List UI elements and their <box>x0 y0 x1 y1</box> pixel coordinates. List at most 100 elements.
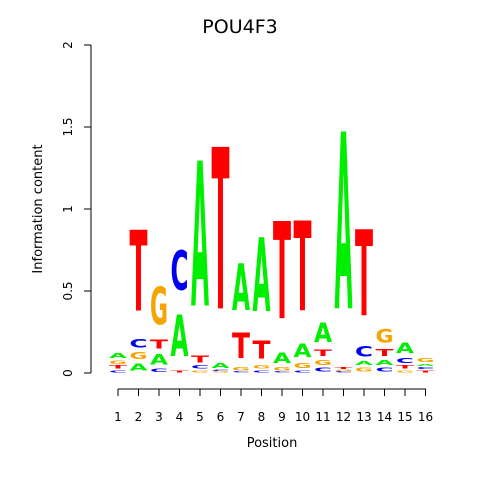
x-tick-label: 3 <box>155 410 163 424</box>
logo-letter-A: A <box>396 340 414 357</box>
logo-letter-T: T <box>130 207 148 336</box>
logo-letter-T: T <box>191 354 210 365</box>
logo-letter-T: T <box>150 337 168 352</box>
logo-letter-A: A <box>191 122 209 354</box>
logo-letter-C: C <box>150 368 168 373</box>
logo-letter-A: A <box>376 359 395 367</box>
logo-letter-T: T <box>335 367 353 370</box>
logo-letter-A: A <box>130 362 148 374</box>
logo-letter-A: A <box>253 219 271 336</box>
logo-letter-C: C <box>171 239 189 302</box>
logo-letter-T: T <box>314 348 333 358</box>
logo-letter-T: T <box>294 197 312 341</box>
logo-letter-C: C <box>417 367 435 370</box>
x-tick-label: 16 <box>418 410 433 424</box>
logo-letter-G: G <box>232 366 250 371</box>
logo-letter-A: A <box>294 341 313 362</box>
x-tick-label: 15 <box>397 410 412 424</box>
x-tick-label: 13 <box>356 410 371 424</box>
logo-letter-T: T <box>396 365 414 370</box>
x-tick-label: 6 <box>217 410 225 424</box>
x-axis: 1 2 3 4 5 6 7 8 9 10 11 12 13 14 15 16 <box>114 388 433 424</box>
logo-letter-C: C <box>314 367 332 374</box>
logo-letter-T: T <box>109 365 127 370</box>
x-tick-label: 2 <box>135 410 143 424</box>
logo-letter-C: C <box>130 337 148 350</box>
logo-letter-G: G <box>191 370 209 373</box>
logo-letter-C: C <box>253 370 271 373</box>
logo-letter-A: A <box>417 363 435 366</box>
logo-letter-T: T <box>417 370 435 373</box>
logo-letter-G: G <box>294 362 312 370</box>
logo-letter-C: C <box>355 343 373 360</box>
logo-letter-C: C <box>335 371 353 373</box>
logo-letter-G: G <box>150 278 168 338</box>
x-tick-label: 5 <box>196 410 204 424</box>
logo-letter-G: G <box>417 357 435 364</box>
x-tick-label: 14 <box>377 410 392 424</box>
logo-letter-A: A <box>171 303 189 370</box>
x-tick-label: 12 <box>336 410 351 424</box>
logo-stack: TAC <box>171 239 189 373</box>
logo-letter-A: A <box>212 362 231 370</box>
y-tick-label: 2 <box>61 41 75 49</box>
chart-title: POU4F3 <box>202 16 277 38</box>
x-axis-ticks: 1 2 3 4 5 6 7 8 9 10 11 12 13 14 15 16 <box>114 389 433 424</box>
logo-letter-C: C <box>191 365 209 370</box>
logo-letter-G: G <box>396 370 414 373</box>
logo-letter-G: G <box>109 360 127 365</box>
logo-letter-C: C <box>396 357 414 365</box>
logo-letter-T: T <box>212 105 230 362</box>
logo-letter-A: A <box>335 83 353 366</box>
y-tick-label: 1 <box>61 205 75 213</box>
logo-letter-A: A <box>232 251 250 325</box>
logo-letter-G: G <box>212 371 230 373</box>
logo-letter-C: C <box>273 371 291 373</box>
x-tick-label: 9 <box>278 410 286 424</box>
x-tick-label: 1 <box>114 410 122 424</box>
x-tick-label: 11 <box>315 410 330 424</box>
logo-stacks: CTGAAGCTCATGTACGCTAGCATCGTACGTACGATCGATC… <box>109 83 435 373</box>
logo-letter-G: G <box>335 370 353 372</box>
logo-letter-C: C <box>376 367 394 374</box>
logo-letter-A: A <box>150 352 168 369</box>
y-axis: 0 0.5 1 1.5 2 <box>61 41 92 377</box>
logo-letter-G: G <box>314 358 332 366</box>
logo-letter-G: G <box>130 351 148 363</box>
logo-letter-G: G <box>273 366 291 371</box>
logo-letter-T: T <box>273 195 291 350</box>
x-tick-label: 8 <box>258 410 266 424</box>
y-tick-label: 0.5 <box>61 281 75 300</box>
logo-letter-A: A <box>314 318 333 349</box>
x-tick-label: 7 <box>237 410 245 424</box>
logo-letter-G: G <box>376 325 394 347</box>
logo-letter-C: C <box>212 370 230 372</box>
y-axis-label: Information content <box>31 144 46 273</box>
y-axis-ticks: 0 0.5 1 1.5 2 <box>61 41 91 377</box>
y-tick-label: 0 <box>61 369 75 377</box>
y-tick-label: 1.5 <box>61 117 75 136</box>
logo-letter-C: C <box>109 370 127 373</box>
logo-letter-T: T <box>171 370 189 373</box>
logo-letter-A: A <box>355 360 373 367</box>
logo-letter-A: A <box>109 352 128 360</box>
x-axis-label: Position <box>247 436 298 451</box>
logo-letter-C: C <box>232 371 250 373</box>
x-tick-label: 10 <box>295 410 310 424</box>
logo-letter-C: C <box>294 370 312 373</box>
logo-letter-G: G <box>355 366 373 373</box>
logo-letter-T: T <box>376 347 395 358</box>
x-tick-label: 4 <box>176 410 184 424</box>
logo-letter-T: T <box>355 208 373 345</box>
